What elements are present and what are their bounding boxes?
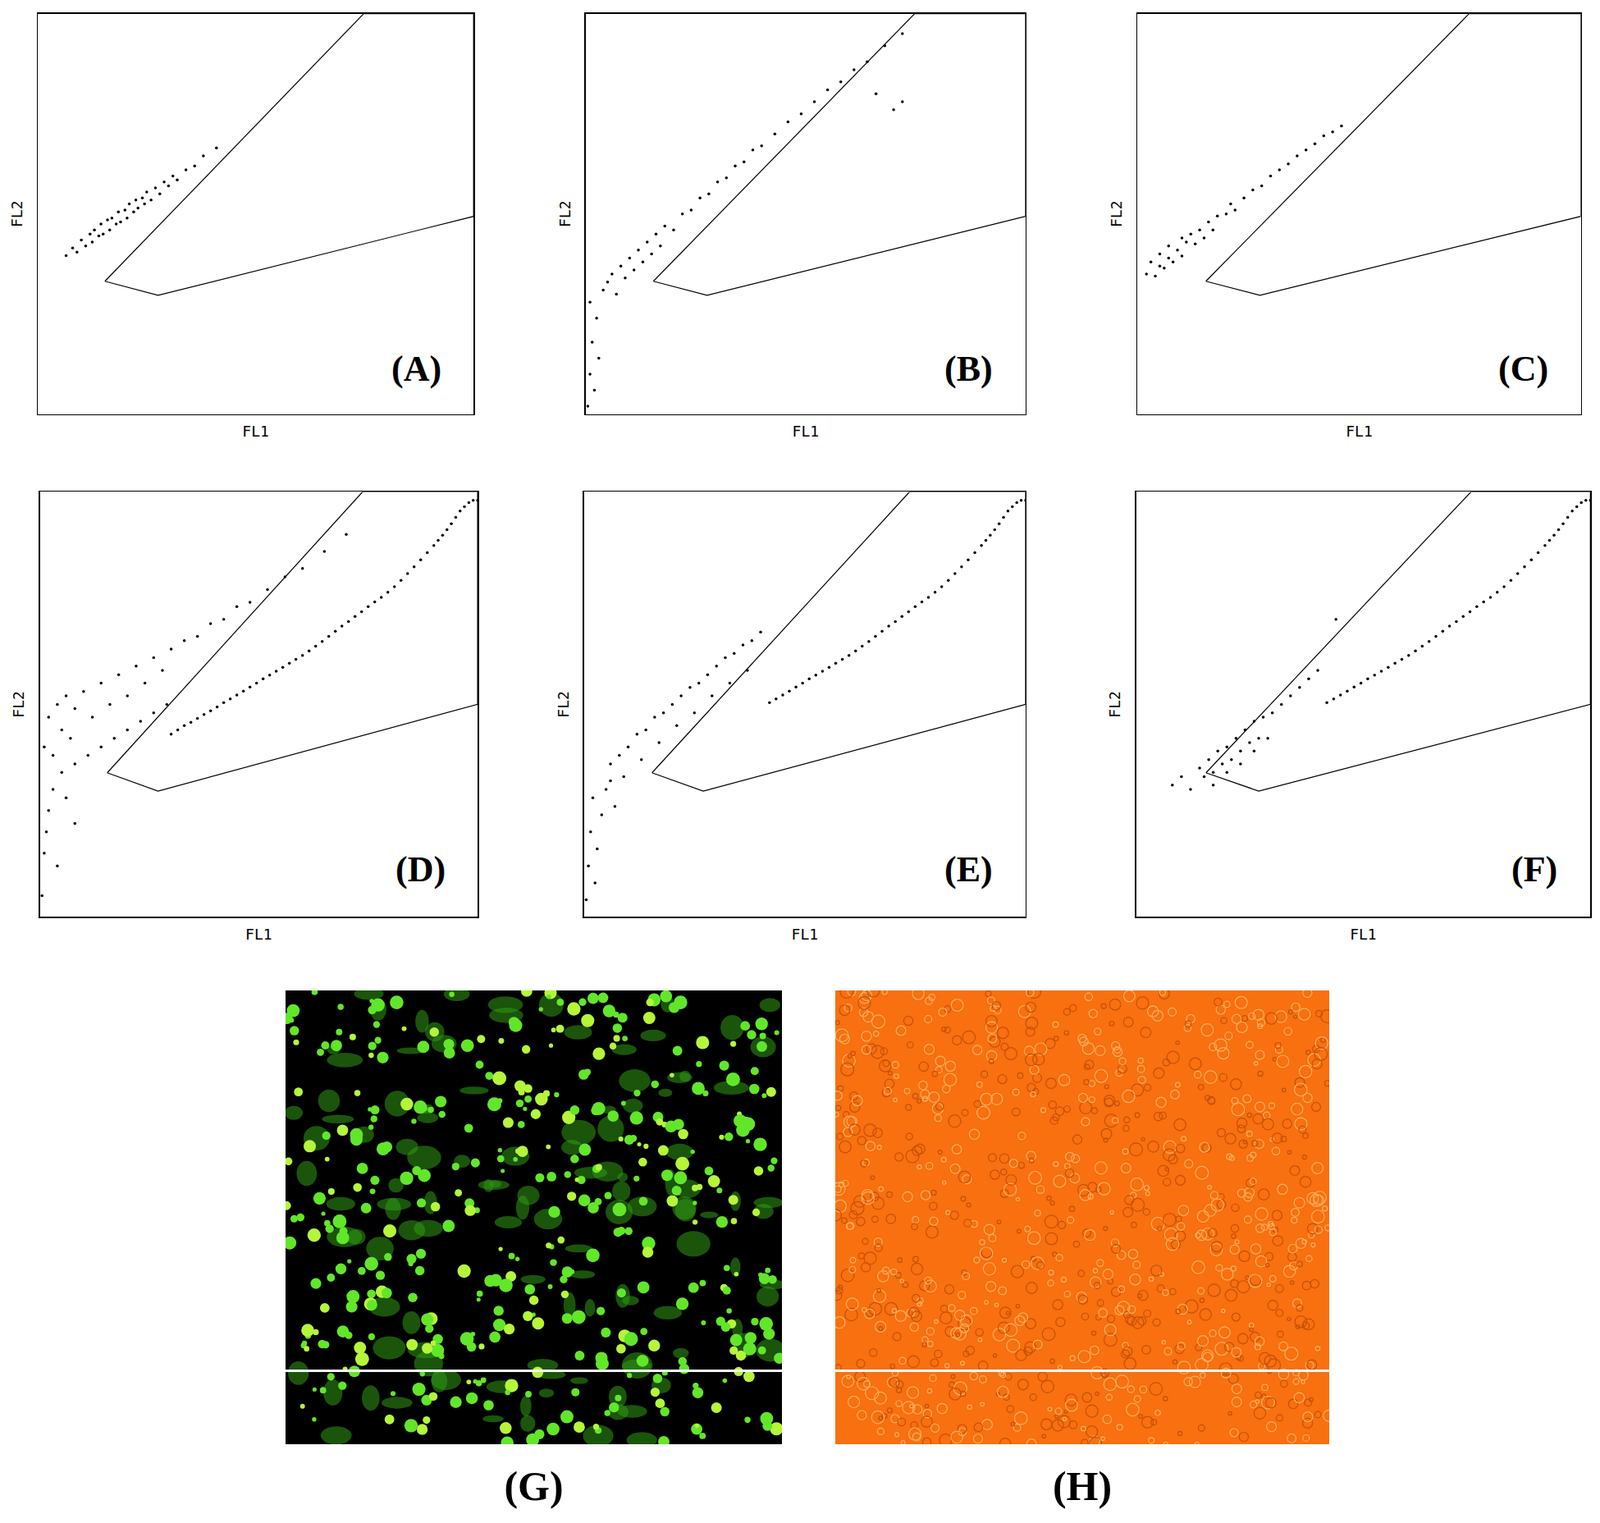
svg-text:FL1: FL1 [242,422,270,440]
svg-text:(D): (D) [395,849,446,890]
svg-text:FL1: FL1 [1345,422,1373,440]
svg-text:(C): (C) [1498,348,1549,389]
svg-text:FL2: FL2 [1107,201,1125,229]
svg-text:(F): (F) [1511,849,1558,890]
svg-text:FL1: FL1 [245,925,273,943]
svg-text:FL2: FL2 [10,690,28,718]
svg-text:(E): (E) [944,849,993,890]
html-text:(G): (G) [504,1462,564,1509]
svg-text:FL2: FL2 [556,201,574,229]
svg-text:FL2: FL2 [1106,690,1124,718]
svg-text:FL2: FL2 [554,690,572,718]
svg-text:FL1: FL1 [791,925,819,943]
svg-text:FL1: FL1 [1349,925,1377,943]
html-text:(H): (H) [1052,1462,1112,1509]
svg-text:(A): (A) [391,348,442,389]
svg-text:FL2: FL2 [8,201,26,229]
svg-text:FL1: FL1 [792,422,820,440]
svg-text:(B): (B) [944,348,993,389]
